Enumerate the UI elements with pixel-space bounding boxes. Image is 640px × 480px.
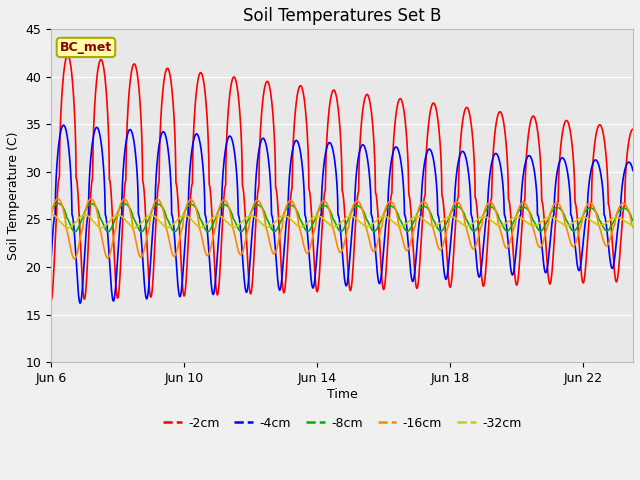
Legend: -2cm, -4cm, -8cm, -16cm, -32cm: -2cm, -4cm, -8cm, -16cm, -32cm xyxy=(158,412,526,435)
Title: Soil Temperatures Set B: Soil Temperatures Set B xyxy=(243,7,441,25)
X-axis label: Time: Time xyxy=(326,388,358,401)
Y-axis label: Soil Temperature (C): Soil Temperature (C) xyxy=(7,132,20,260)
Text: BC_met: BC_met xyxy=(60,41,112,54)
